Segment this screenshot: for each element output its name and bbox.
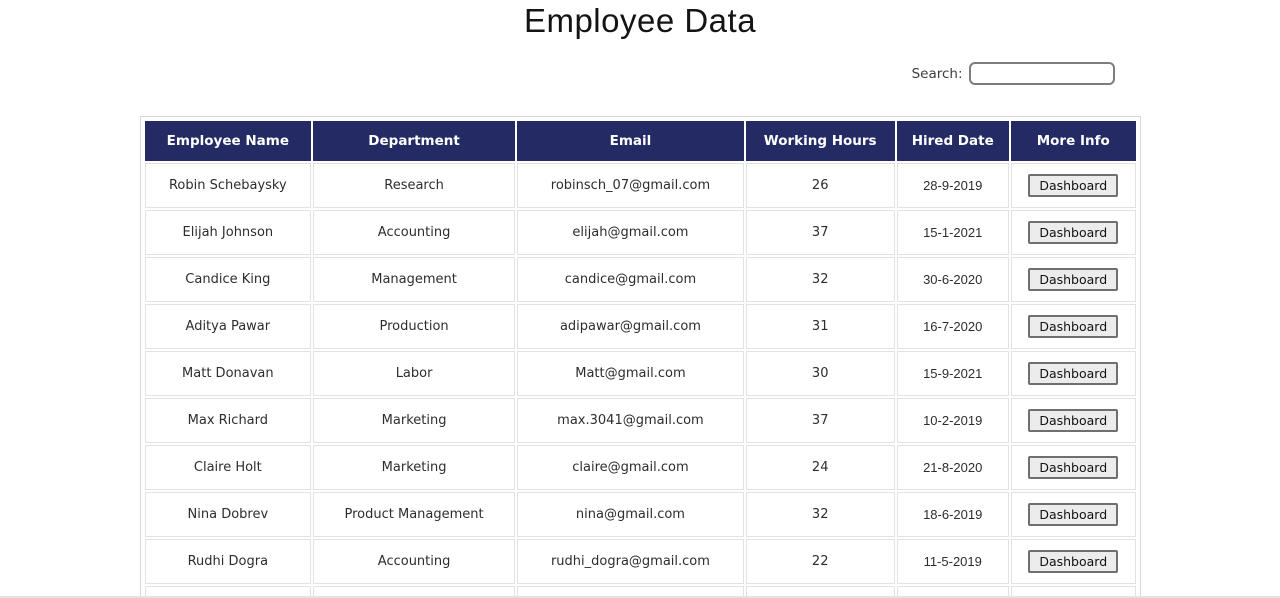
department-cell: Research (313, 163, 515, 208)
more-info-cell: Dashboard (1010, 492, 1136, 537)
table-row: Robin Schebaysky Research robinsch_07@gm… (144, 163, 1136, 208)
column-header-working-hours: Working Hours (745, 121, 895, 161)
employee-name-cell: Candice King (144, 257, 312, 302)
email-cell: claire@gmail.com (516, 445, 744, 490)
more-info-cell: Dashboard (1010, 445, 1136, 490)
working-hours-cell: 31 (745, 304, 895, 349)
search-row: Search: (140, 62, 1141, 89)
department-cell: Labor (313, 351, 515, 396)
table-header-row: Employee Name Department Email Working Hour… (144, 121, 1136, 161)
table-body: Robin Schebaysky Research robinsch_07@gm… (144, 163, 1136, 598)
employee-table-container: Employee Name Department Email Working Hour… (139, 116, 1141, 598)
hired-date-cell: 21-8-2020 (896, 445, 1009, 490)
table-row: Aditya Pawar Production adipawar@gmail.c… (144, 304, 1136, 349)
more-info-cell: Dashboard (1010, 304, 1136, 349)
table-row: Max Richard Marketing max.3041@gmail.com… (144, 398, 1136, 443)
column-header-hired-date: Hired Date (896, 121, 1009, 161)
email-cell: max.3041@gmail.com (516, 398, 744, 443)
more-info-cell: Dashboard (1010, 398, 1136, 443)
employee-name-cell: Rudhi Dogra (144, 539, 312, 584)
employee-name-cell: Matt Donavan (144, 351, 312, 396)
email-cell: micheal@gmail.com (516, 586, 744, 598)
table-row: Elijah Johnson Accounting elijah@gmail.c… (144, 210, 1136, 255)
search-label: Search: (911, 65, 963, 82)
employee-name-cell: Aditya Pawar (144, 304, 312, 349)
working-hours-cell: 32 (745, 257, 895, 302)
working-hours-cell: 22 (745, 539, 895, 584)
employee-name-cell: Max Richard (144, 398, 312, 443)
table-row: Claire Holt Marketing claire@gmail.com 2… (144, 445, 1136, 490)
employee-name-cell: Robin Schebaysky (144, 163, 312, 208)
department-cell: Product Management (313, 492, 515, 537)
employee-name-cell: Claire Holt (144, 445, 312, 490)
page-title: Employee Data (523, 2, 757, 39)
department-cell: Management (313, 257, 515, 302)
department-cell: Accounting (313, 210, 515, 255)
hired-date-cell: 30-6-2020 (896, 257, 1009, 302)
employee-name-cell: Nina Dobrev (144, 492, 312, 537)
working-hours-cell: 26 (745, 163, 895, 208)
working-hours-cell: 38 (745, 586, 895, 598)
dashboard-button[interactable]: Dashboard (1028, 550, 1119, 573)
working-hours-cell: 37 (745, 210, 895, 255)
dashboard-button[interactable]: Dashboard (1028, 315, 1119, 338)
email-cell: adipawar@gmail.com (516, 304, 744, 349)
column-header-department: Department (313, 121, 515, 161)
hired-date-cell: 2-12-2019 (896, 586, 1009, 598)
hired-date-cell: 15-1-2021 (896, 210, 1009, 255)
hired-date-cell: 16-7-2020 (896, 304, 1009, 349)
hired-date-cell: 18-6-2019 (896, 492, 1009, 537)
table-row: Matt Donavan Labor Matt@gmail.com 30 15-… (144, 351, 1136, 396)
department-cell: Marketing (313, 445, 515, 490)
email-cell: Matt@gmail.com (516, 351, 744, 396)
column-header-more-info: More Info (1010, 121, 1136, 161)
department-cell: Accounting (313, 539, 515, 584)
working-hours-cell: 24 (745, 445, 895, 490)
dashboard-button[interactable]: Dashboard (1028, 174, 1119, 197)
dashboard-button[interactable]: Dashboard (1028, 503, 1119, 526)
department-cell: Labor (313, 586, 515, 598)
dashboard-button[interactable]: Dashboard (1028, 409, 1119, 432)
column-header-employee-name: Employee Name (144, 121, 312, 161)
table-row: Rudhi Dogra Accounting rudhi_dogra@gmail… (144, 539, 1136, 584)
email-cell: elijah@gmail.com (516, 210, 744, 255)
dashboard-button[interactable]: Dashboard (1028, 456, 1119, 479)
more-info-cell: Dashboard (1010, 210, 1136, 255)
search-input[interactable] (968, 62, 1115, 85)
email-cell: candice@gmail.com (516, 257, 744, 302)
dashboard-button[interactable]: Dashboard (1028, 221, 1119, 244)
email-cell: robinsch_07@gmail.com (516, 163, 744, 208)
hired-date-cell: 15-9-2021 (896, 351, 1009, 396)
dashboard-button[interactable]: Dashboard (1028, 362, 1119, 385)
more-info-cell: Dashboard (1010, 539, 1136, 584)
department-cell: Production (313, 304, 515, 349)
content-area: Search: Employee Name Department Email Work… (139, 62, 1141, 598)
working-hours-cell: 32 (745, 492, 895, 537)
table-row: Nina Dobrev Product Management nina@gmai… (144, 492, 1136, 537)
hired-date-cell: 11-5-2019 (896, 539, 1009, 584)
hired-date-cell: 10-2-2019 (896, 398, 1009, 443)
employee-table: Employee Name Department Email Working Hour… (143, 119, 1138, 598)
employee-name-cell: Michael Davis (144, 586, 312, 598)
more-info-cell: Dashboard (1010, 257, 1136, 302)
employee-name-cell: Elijah Johnson (144, 210, 312, 255)
dashboard-button[interactable]: Dashboard (1028, 268, 1119, 291)
more-info-cell: Dashboard (1010, 163, 1136, 208)
email-cell: nina@gmail.com (516, 492, 744, 537)
table-row: Michael Davis Labor micheal@gmail.com 38… (144, 586, 1136, 598)
table-row: Candice King Management candice@gmail.co… (144, 257, 1136, 302)
hired-date-cell: 28-9-2019 (896, 163, 1009, 208)
working-hours-cell: 37 (745, 398, 895, 443)
email-cell: rudhi_dogra@gmail.com (516, 539, 744, 584)
more-info-cell: Dashboard (1010, 586, 1136, 598)
working-hours-cell: 30 (745, 351, 895, 396)
column-header-email: Email (516, 121, 744, 161)
more-info-cell: Dashboard (1010, 351, 1136, 396)
department-cell: Marketing (313, 398, 515, 443)
